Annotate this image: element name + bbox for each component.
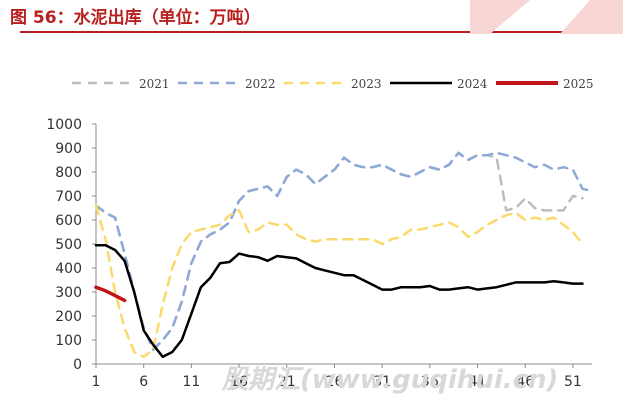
y-tick-label: 300	[55, 285, 82, 301]
legend-label-2022: 2022	[245, 77, 276, 91]
x-tick-label: 46	[516, 374, 534, 390]
x-axis: 1 6 11 16 21 26 31 36 41 46 51	[92, 363, 592, 390]
x-tick-label: 26	[326, 374, 344, 390]
x-tick-label: 36	[421, 374, 439, 390]
decorative-stripe	[470, 0, 623, 34]
x-tick-label: 51	[564, 374, 582, 390]
series-line-2021	[94, 151, 584, 351]
y-tick-label: 700	[55, 189, 82, 205]
title-rule	[20, 31, 620, 33]
y-tick-label: 400	[55, 261, 82, 277]
y-tick-label: 1000	[46, 117, 82, 133]
y-axis: 0 100 200 300 400 500 600 700 800 900 1000	[46, 117, 97, 373]
series-line-2025	[94, 285, 127, 303]
legend-label-2025: 2025	[563, 77, 594, 91]
legend-label-2021: 2021	[139, 77, 170, 91]
y-tick-label: 100	[55, 333, 82, 349]
series-line-2024	[94, 243, 584, 359]
legend-label-2023: 2023	[351, 77, 382, 91]
y-tick-label: 900	[55, 141, 82, 157]
y-tick-label: 800	[55, 165, 82, 181]
series-line-2022	[94, 151, 594, 351]
x-tick-label: 16	[230, 374, 248, 390]
y-tick-label: 500	[55, 237, 82, 253]
watermark: 股期汇(www.guqihui.cn)	[221, 365, 558, 395]
x-tick-label: 11	[182, 374, 200, 390]
series-line-2023	[94, 204, 584, 359]
y-tick-label: 0	[73, 357, 82, 373]
x-tick-label: 41	[469, 374, 487, 390]
y-tick-label: 600	[55, 213, 82, 229]
chart-legend: 2021 2022 2023 2024 2025	[72, 77, 594, 91]
legend-label-2024: 2024	[457, 77, 488, 91]
x-tick-label: 1	[92, 374, 101, 390]
x-tick-label: 6	[139, 374, 148, 390]
y-tick-label: 200	[55, 309, 82, 325]
x-tick-label: 21	[278, 374, 296, 390]
plot-area	[94, 151, 594, 359]
x-tick-label: 31	[373, 374, 391, 390]
figure-title: 图 56：水泥出库（单位：万吨）	[10, 8, 261, 28]
